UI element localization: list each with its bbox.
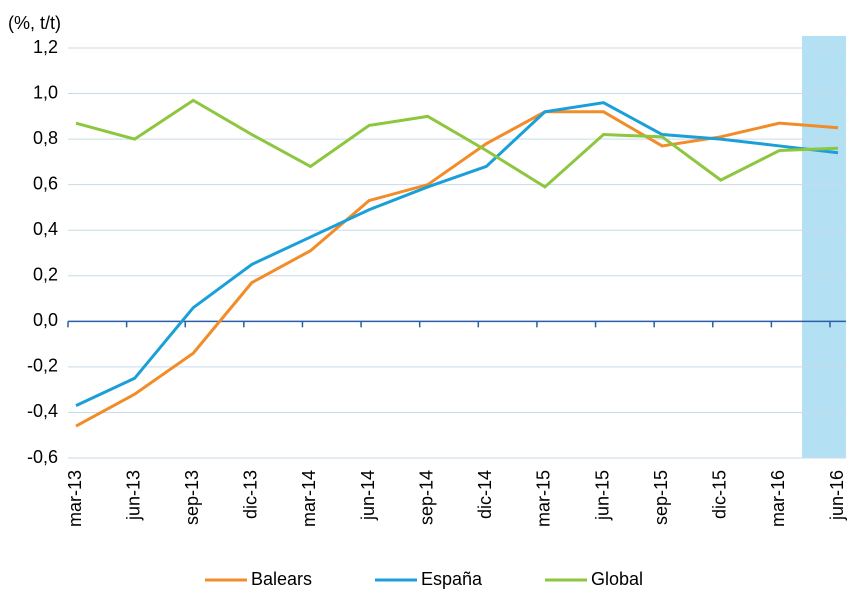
x-tick-label: mar-14 xyxy=(299,470,319,527)
y-tick-label: 0,2 xyxy=(33,265,58,285)
x-tick-label: mar-15 xyxy=(534,470,554,527)
x-tick-label: mar-13 xyxy=(65,470,85,527)
y-axis-unit: (%, t/t) xyxy=(8,13,61,33)
legend-label: Global xyxy=(591,569,643,589)
series-line xyxy=(75,101,839,407)
x-tick-label: dic-14 xyxy=(475,470,495,519)
y-tick-label: 0,0 xyxy=(33,310,58,330)
y-tick-label: 1,2 xyxy=(33,37,58,57)
y-tick-label: -0,4 xyxy=(27,401,58,421)
y-tick-label: 0,8 xyxy=(33,128,58,148)
series-line xyxy=(75,98,839,189)
highlight-band xyxy=(802,36,846,458)
x-tick-label: jun-16 xyxy=(827,470,847,521)
x-tick-label: sep-13 xyxy=(182,470,202,525)
x-tick-label: jun-14 xyxy=(358,470,378,521)
y-tick-label: -0,2 xyxy=(27,356,58,376)
y-tick-label: -0,6 xyxy=(27,447,58,467)
y-tick-label: 1,0 xyxy=(33,82,58,102)
y-tick-label: 0,6 xyxy=(33,173,58,193)
x-tick-label: sep-14 xyxy=(416,470,436,525)
series-line xyxy=(75,110,839,428)
x-tick-label: dic-13 xyxy=(241,470,261,519)
legend-label: España xyxy=(421,569,483,589)
x-tick-label: dic-15 xyxy=(710,470,730,519)
x-tick-label: sep-15 xyxy=(651,470,671,525)
legend-label: Balears xyxy=(251,569,312,589)
y-tick-label: 0,4 xyxy=(33,219,58,239)
x-tick-label: jun-15 xyxy=(592,470,612,521)
x-tick-label: mar-16 xyxy=(768,470,788,527)
x-tick-label: jun-13 xyxy=(123,470,143,521)
